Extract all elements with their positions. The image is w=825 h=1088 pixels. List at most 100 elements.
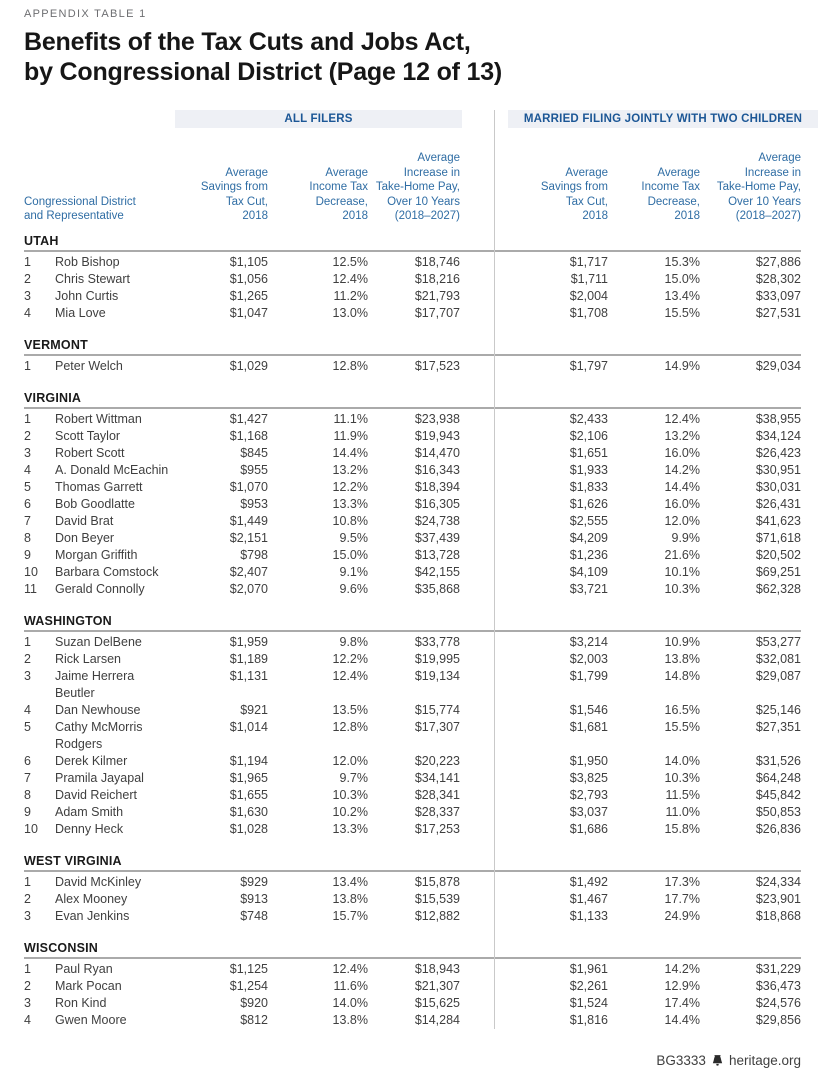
representative-name: A. Donald McEachin xyxy=(55,463,169,477)
all-income-tax-decrease: 12.8% xyxy=(332,720,368,734)
all-take-home-increase: $13,728 xyxy=(414,548,460,562)
all-take-home-increase: $28,337 xyxy=(414,805,460,819)
all-avg-savings: $748 xyxy=(240,909,268,923)
all-income-tax-decrease: 12.5% xyxy=(332,255,368,269)
district-number: 1 xyxy=(24,255,31,269)
all-income-tax-decrease: 12.0% xyxy=(332,754,368,768)
mfj-avg-savings: $4,209 xyxy=(569,531,608,545)
representative-name: Gwen Moore xyxy=(55,1013,127,1027)
col-header-mfj-income-tax-decrease: Average Income Tax Decrease, 2018 xyxy=(641,166,700,223)
mfj-income-tax-decrease: 16.0% xyxy=(664,497,700,511)
all-avg-savings: $1,189 xyxy=(229,652,268,666)
mfj-take-home-increase: $34,124 xyxy=(755,429,801,443)
mfj-take-home-increase: $38,955 xyxy=(755,412,801,426)
mfj-avg-savings: $1,961 xyxy=(569,962,608,976)
representative-name: Scott Taylor xyxy=(55,429,121,443)
mfj-take-home-increase: $41,623 xyxy=(755,514,801,528)
col-header-all-take-home-increase: Average Increase in Take-Home Pay, Over … xyxy=(375,152,460,223)
all-avg-savings: $1,427 xyxy=(229,412,268,426)
all-income-tax-decrease: 12.4% xyxy=(332,272,368,286)
district-number: 8 xyxy=(24,531,31,545)
all-take-home-increase: $14,284 xyxy=(414,1013,460,1027)
mfj-income-tax-decrease: 14.2% xyxy=(664,463,700,477)
all-income-tax-decrease: 15.7% xyxy=(332,909,368,923)
representative-name: Dan Newhouse xyxy=(55,703,141,717)
mfj-avg-savings: $1,933 xyxy=(569,463,608,477)
mfj-take-home-increase: $27,886 xyxy=(755,255,801,269)
all-income-tax-decrease: 14.0% xyxy=(332,996,368,1010)
state-section: WISCONSIN 1 Paul Ryan $1,125 12.4% $18,943 $1,… xyxy=(24,941,801,1029)
all-avg-savings: $1,131 xyxy=(229,669,268,683)
mfj-income-tax-decrease: 12.9% xyxy=(664,979,700,993)
all-income-tax-decrease: 9.8% xyxy=(339,635,369,649)
all-avg-savings: $1,965 xyxy=(229,771,268,785)
table-row: 2 Scott Taylor $1,168 11.9% $19,943 $2,106 13.… xyxy=(24,428,801,445)
mfj-take-home-increase: $50,853 xyxy=(755,805,801,819)
district-number: 7 xyxy=(24,771,31,785)
all-avg-savings: $1,655 xyxy=(229,788,268,802)
all-take-home-increase: $37,439 xyxy=(414,531,460,545)
mfj-avg-savings: $3,825 xyxy=(569,771,608,785)
mfj-avg-savings: $1,816 xyxy=(569,1013,608,1027)
heritage-bell-icon xyxy=(712,1055,723,1066)
all-income-tax-decrease: 10.3% xyxy=(332,788,368,802)
state-name: VERMONT xyxy=(24,338,801,356)
representative-name: Robert Wittman xyxy=(55,412,142,426)
mfj-income-tax-decrease: 10.3% xyxy=(664,771,700,785)
representative-name: Morgan Griffith xyxy=(55,548,138,562)
mfj-take-home-increase: $29,034 xyxy=(755,359,801,373)
mfj-take-home-increase: $26,431 xyxy=(755,497,801,511)
district-number: 10 xyxy=(24,822,38,836)
all-income-tax-decrease: 12.8% xyxy=(332,359,368,373)
mfj-income-tax-decrease: 12.0% xyxy=(664,514,700,528)
report-id: BG3333 xyxy=(656,1053,706,1068)
all-avg-savings: $1,168 xyxy=(229,429,268,443)
all-take-home-increase: $18,394 xyxy=(414,480,460,494)
all-income-tax-decrease: 13.0% xyxy=(332,306,368,320)
table-row: 8 Don Beyer $2,151 9.5% $37,439 $4,209 9.9% $71… xyxy=(24,530,801,547)
district-number: 5 xyxy=(24,720,31,734)
title-line-2: by Congressional District (Page 12 of 13… xyxy=(24,58,503,86)
mfj-income-tax-decrease: 14.0% xyxy=(664,754,700,768)
mfj-avg-savings: $3,214 xyxy=(569,635,608,649)
all-take-home-increase: $14,470 xyxy=(414,446,460,460)
group-header-married-filing-jointly: MARRIED FILING JOINTLY WITH TWO CHILDREN xyxy=(508,110,818,128)
mfj-avg-savings: $1,711 xyxy=(570,272,608,286)
mfj-take-home-increase: $27,531 xyxy=(755,306,801,320)
mfj-income-tax-decrease: 13.8% xyxy=(664,652,700,666)
table-row: 1 Suzan DelBene $1,959 9.8% $33,778 $3,214 10.… xyxy=(24,634,801,651)
table-row: 9 Morgan Griffith $798 15.0% $13,728 $1,236 21… xyxy=(24,547,801,564)
all-income-tax-decrease: 11.9% xyxy=(333,429,368,443)
table-row: 1 Rob Bishop $1,105 12.5% $18,746 $1,717 15.3%… xyxy=(24,254,801,271)
representative-name: Adam Smith xyxy=(55,805,124,819)
all-take-home-increase: $15,878 xyxy=(414,875,460,889)
all-take-home-increase: $21,307 xyxy=(414,979,460,993)
all-income-tax-decrease: 10.2% xyxy=(332,805,368,819)
all-avg-savings: $929 xyxy=(240,875,268,889)
mfj-avg-savings: $2,555 xyxy=(569,514,608,528)
mfj-take-home-increase: $20,502 xyxy=(755,548,801,562)
all-income-tax-decrease: 9.1% xyxy=(339,565,369,579)
table-row: 3 John Curtis $1,265 11.2% $21,793 $2,004 13.4… xyxy=(24,288,801,305)
table-row: 5 Thomas Garrett $1,070 12.2% $18,394 $1,833 1… xyxy=(24,479,801,496)
mfj-income-tax-decrease: 15.0% xyxy=(664,272,700,286)
all-income-tax-decrease: 12.4% xyxy=(332,669,368,683)
mfj-take-home-increase: $62,328 xyxy=(755,582,801,596)
state-section: VERMONT 1 Peter Welch $1,029 12.8% $17,523 $1,… xyxy=(24,338,801,375)
district-number: 4 xyxy=(24,1013,31,1027)
all-avg-savings: $1,028 xyxy=(229,822,268,836)
all-take-home-increase: $12,882 xyxy=(414,909,460,923)
representative-name: Don Beyer xyxy=(55,531,115,545)
mfj-avg-savings: $3,037 xyxy=(569,805,608,819)
all-income-tax-decrease: 13.4% xyxy=(332,875,368,889)
all-avg-savings: $1,449 xyxy=(229,514,268,528)
mfj-take-home-increase: $24,334 xyxy=(755,875,801,889)
all-avg-savings: $1,959 xyxy=(229,635,268,649)
mfj-income-tax-decrease: 17.3% xyxy=(664,875,700,889)
mfj-take-home-increase: $31,526 xyxy=(755,754,801,768)
mfj-take-home-increase: $27,351 xyxy=(755,720,801,734)
mfj-take-home-increase: $26,423 xyxy=(755,446,801,460)
mfj-take-home-increase: $18,868 xyxy=(755,909,801,923)
all-avg-savings: $1,070 xyxy=(229,480,268,494)
